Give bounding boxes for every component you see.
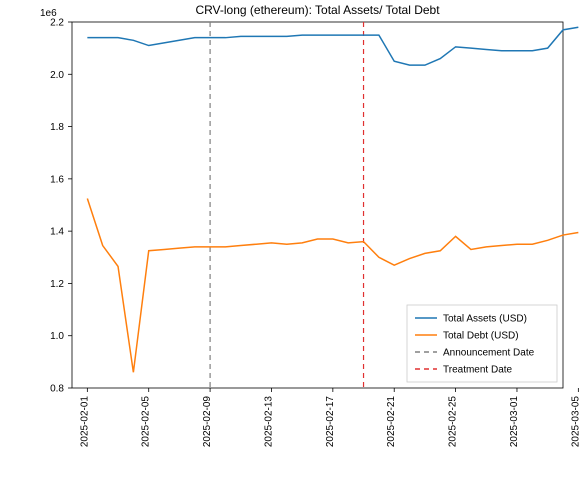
x-tick-label: 2025-02-17 (325, 396, 336, 448)
x-tick-label: 2025-03-01 (509, 396, 520, 448)
x-tick-label: 2025-03-05 (570, 396, 581, 448)
x-tick-label: 2025-02-13 (263, 396, 274, 448)
y-tick-label: 2.2 (50, 18, 64, 29)
x-tick-label: 2025-02-25 (448, 396, 459, 448)
chart-title: CRV-long (ethereum): Total Assets/ Total… (195, 3, 440, 17)
y-tick-label: 1.6 (50, 174, 64, 185)
x-tick-label: 2025-02-05 (141, 396, 152, 448)
y-exponent-label: 1e6 (40, 8, 57, 19)
legend-label: Announcement Date (443, 348, 535, 359)
x-tick-label: 2025-02-09 (202, 396, 213, 448)
y-tick-label: 1.0 (50, 331, 64, 342)
y-tick-label: 1.4 (50, 227, 64, 238)
chart-container: 0.8 1.0 1.2 1.4 1.6 1.8 2.0 2.2 2025-02-01 2025-0… (0, 0, 584, 500)
y-tick-label: 1.8 (50, 122, 64, 133)
y-tick-label: 0.8 (50, 384, 64, 395)
legend-label: Total Debt (USD) (443, 331, 519, 342)
legend-label: Total Assets (USD) (443, 314, 527, 325)
x-tick-label: 2025-02-21 (386, 396, 397, 448)
x-tick-label: 2025-02-01 (79, 396, 90, 448)
y-tick-label: 1.2 (50, 279, 64, 290)
chart-svg: 0.8 1.0 1.2 1.4 1.6 1.8 2.0 2.2 2025-02-01 2025-0… (0, 0, 584, 500)
legend-label: Treatment Date (443, 365, 513, 376)
y-tick-label: 2.0 (50, 70, 64, 81)
